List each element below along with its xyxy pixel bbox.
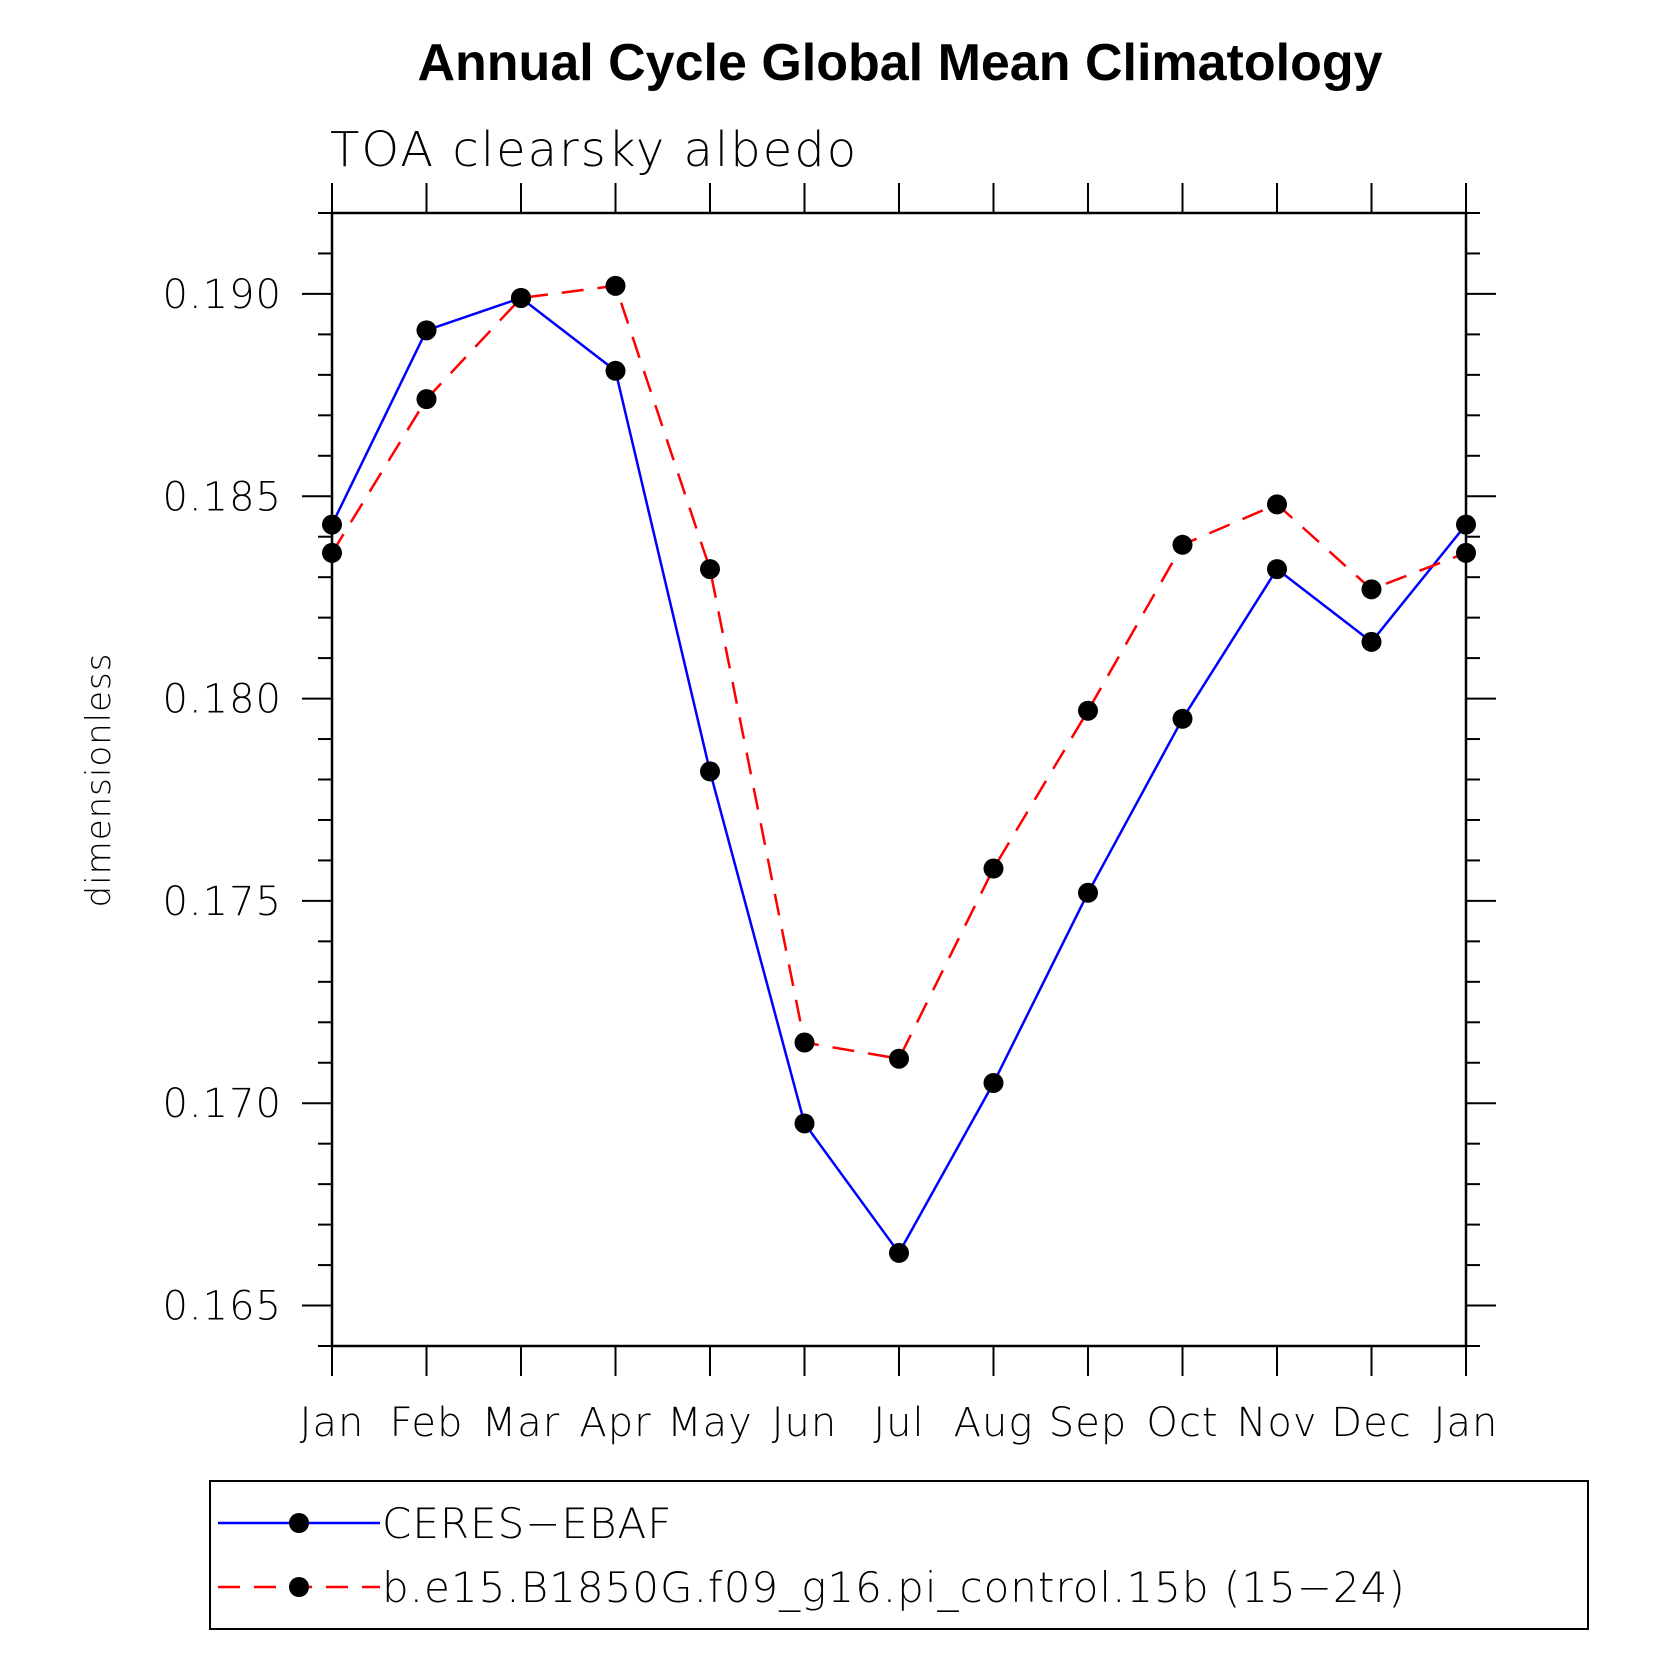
data-point-series-1	[1267, 559, 1287, 580]
x-tick-label: Dec	[1331, 1400, 1411, 1446]
data-point-series-2	[1267, 494, 1287, 515]
data-point-series-2	[1172, 534, 1193, 555]
data-point-series-2	[322, 542, 342, 563]
y-tick-label: 0.170	[162, 1081, 282, 1127]
series-line-2	[330, 284, 1467, 1060]
y-tick-label: 0.185	[162, 474, 282, 520]
data-point-series-1	[1456, 514, 1476, 535]
data-point-series-2	[983, 858, 1004, 879]
x-tick-label: Mar	[482, 1400, 560, 1446]
x-tick-label: Nov	[1236, 1400, 1317, 1446]
data-point-series-1	[983, 1072, 1004, 1093]
data-point-series-1	[1361, 631, 1382, 652]
y-tick-label: 0.165	[162, 1284, 282, 1330]
y-tick-label: 0.175	[162, 879, 282, 925]
legend-box	[209, 1480, 1589, 1630]
chart-title: Annual Cycle Global Mean Climatology	[417, 34, 1382, 92]
data-point-series-2	[1078, 700, 1098, 721]
legend-label-2: b.e15.B1850G.f09_g16.pi_control.15b (15−…	[382, 1563, 1406, 1612]
plot-frame	[330, 211, 1468, 1348]
x-tick-label: Oct	[1146, 1400, 1218, 1446]
data-point-series-1	[1172, 708, 1193, 729]
y-tick-label: 0.190	[162, 272, 282, 318]
x-tick-label: Jun	[772, 1400, 838, 1446]
legend-marker-1	[289, 1513, 309, 1533]
x-tick-label: May	[667, 1400, 753, 1446]
data-point-series-1	[1078, 882, 1098, 903]
data-point-series-2	[794, 1032, 815, 1053]
data-point-series-2	[416, 389, 437, 410]
series-line-1	[330, 296, 1467, 1255]
x-tick-label: Aug	[954, 1400, 1034, 1446]
axes: 0.165 0.170 0.175 0.180 0.185 0.190 Jan Feb Mar A…	[162, 183, 1499, 1446]
data-point-series-2	[511, 287, 531, 308]
data-point-series-2	[700, 559, 720, 580]
y-tick-label: 0.180	[162, 677, 282, 723]
data-point-series-1	[794, 1113, 815, 1134]
x-tick-label: Jan	[1434, 1400, 1499, 1446]
plot-series	[322, 275, 1476, 1263]
legend-label-1: CERES−EBAF	[382, 1499, 672, 1548]
legend: CERES−EBAF b.e15.B1850G.f09_g16.pi_contro…	[209, 1480, 1589, 1630]
y-axis-label: dimensionless	[79, 653, 119, 908]
x-tick-label: Apr	[579, 1400, 651, 1446]
legend-marker-2	[289, 1577, 309, 1597]
data-point-series-2	[889, 1048, 909, 1069]
data-point-series-1	[889, 1242, 909, 1263]
data-point-series-1	[605, 360, 626, 381]
x-tick-label: Feb	[390, 1400, 464, 1446]
data-point-series-1	[416, 320, 437, 341]
data-point-series-2	[1456, 542, 1476, 563]
data-point-series-1	[700, 761, 720, 782]
x-tick-label: Jan	[300, 1400, 365, 1446]
chart-subtitle: TOA clearsky albedo	[330, 122, 858, 178]
data-point-series-1	[322, 514, 342, 535]
x-tick-label: Jul	[873, 1400, 924, 1446]
data-point-series-2	[1361, 579, 1382, 600]
data-point-series-2	[605, 275, 626, 296]
x-tick-label: Sep	[1049, 1400, 1127, 1446]
